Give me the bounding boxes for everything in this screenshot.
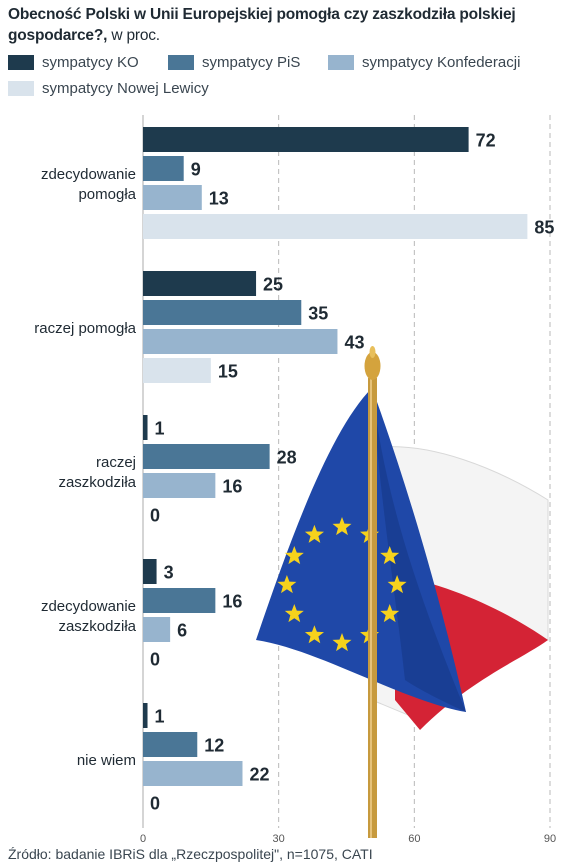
legend-swatch-pis (168, 54, 194, 70)
source-note: Źródło: badanie IBRiS dla „Rzeczpospolit… (8, 846, 373, 862)
flags-illustration (256, 346, 549, 838)
bar-value-label-0-2: 13 (209, 189, 229, 209)
x-tick-label-0: 0 (140, 833, 146, 845)
flagpole-finial (364, 352, 381, 380)
bar-2-1 (143, 444, 270, 469)
flagpole-highlight (370, 378, 372, 838)
eu-star (304, 625, 324, 644)
bar-4-0 (143, 703, 148, 728)
chart-title-unit: w proc. (111, 27, 160, 44)
legend-swatch-ko (8, 54, 34, 70)
chart-title-text: Obecność Polski w Unii Europejskiej pomo… (8, 6, 516, 44)
bar-value-label-1-2: 43 (344, 333, 364, 353)
bar-3-0 (143, 559, 157, 584)
bar-1-2 (143, 329, 338, 354)
bar-value-label-2-3: 0 (150, 506, 160, 526)
bar-2-2 (143, 473, 216, 498)
legend-item-konfederacji: sympatycy Konfederacji (328, 52, 520, 72)
legend-swatch-konfederacji (328, 54, 354, 70)
x-tick-label-90: 90 (544, 833, 556, 845)
bar-0-3 (143, 214, 528, 239)
category-label-line: zaszkodziła (58, 474, 136, 491)
category-label-line: raczej pomogła (34, 320, 136, 337)
bar-0-2 (143, 185, 202, 210)
x-axis: 0 30 60 90 (140, 833, 556, 845)
legend-label-ko: sympatycy KO (42, 53, 139, 71)
legend-item-nowej-lewicy: sympatycy Nowej Lewicy (8, 78, 209, 98)
legend-label-pis: sympatycy PiS (202, 53, 301, 71)
eu-star (284, 604, 304, 623)
bar-value-label-0-1: 9 (191, 160, 201, 180)
legend-item-pis: sympatycy PiS (168, 52, 300, 72)
bar-1-0 (143, 271, 257, 296)
category-label-line: raczej (96, 454, 136, 471)
chart-title: Obecność Polski w Unii Europejskiej pomo… (8, 4, 558, 46)
bar-value-label-4-3: 0 (150, 794, 160, 814)
bar-4-1 (143, 732, 198, 757)
legend-label-konfederacji: sympatycy Konfederacji (362, 53, 521, 71)
bar-value-label-1-0: 25 (263, 275, 283, 295)
category-label-2: raczej zaszkodziła (58, 454, 136, 491)
category-label-line: zdecydowanie (41, 598, 136, 615)
bar-value-label-3-3: 0 (150, 650, 160, 670)
eu-star (387, 575, 407, 594)
eu-star (284, 546, 304, 565)
bar-0-0 (143, 127, 469, 152)
bar-value-label-1-3: 15 (218, 362, 238, 382)
bar-value-label-3-0: 3 (164, 563, 174, 583)
category-label-4: nie wiem (77, 752, 136, 769)
eu-star (380, 546, 400, 565)
bar-4-2 (143, 761, 243, 786)
category-label-1: raczej pomogła (34, 320, 136, 337)
category-label-3: zdecydowanie zaszkodziła (41, 598, 137, 635)
bar-value-label-2-2: 16 (222, 477, 242, 497)
legend-label-nowej-lewicy: sympatycy Nowej Lewicy (42, 79, 209, 97)
bar-1-1 (143, 300, 302, 325)
eu-star (332, 517, 352, 536)
x-tick-label-30: 30 (273, 833, 285, 845)
category-labels: zdecydowanie pomogła raczej pomogła raczej z… (34, 166, 136, 769)
bar-0-1 (143, 156, 184, 181)
category-label-line: pomogła (78, 186, 136, 203)
category-label-line: zaszkodziła (58, 618, 136, 635)
eu-star (380, 604, 400, 623)
legend-swatch-nowej-lewicy (8, 80, 34, 96)
bar-2-0 (143, 415, 148, 440)
bar-value-label-2-1: 28 (277, 448, 297, 468)
bar-1-3 (143, 358, 211, 383)
bar-value-label-0-3: 85 (534, 218, 554, 238)
legend-item-ko: sympatycy KO (8, 52, 139, 72)
category-label-0: zdecydowanie pomogła (41, 166, 137, 203)
bar-value-label-4-2: 22 (249, 765, 269, 785)
bar-value-label-2-0: 1 (155, 419, 165, 439)
bar-value-label-1-1: 35 (308, 304, 328, 324)
category-label-line: nie wiem (77, 752, 136, 769)
bar-3-2 (143, 617, 171, 642)
bar-3-1 (143, 588, 216, 613)
bar-value-label-3-2: 6 (177, 621, 187, 641)
eu-star (332, 633, 352, 652)
bar-value-label-0-0: 72 (476, 131, 496, 151)
eu-star (304, 524, 324, 543)
bar-value-label-4-0: 1 (155, 707, 165, 727)
flagpole-finial-tip (369, 346, 376, 358)
category-label-line: zdecydowanie (41, 166, 136, 183)
bar-value-label-3-1: 16 (222, 592, 242, 612)
bar-value-label-4-1: 12 (204, 736, 224, 756)
eu-star (277, 575, 297, 594)
flagpole (368, 378, 377, 838)
x-tick-label-60: 60 (408, 833, 420, 845)
